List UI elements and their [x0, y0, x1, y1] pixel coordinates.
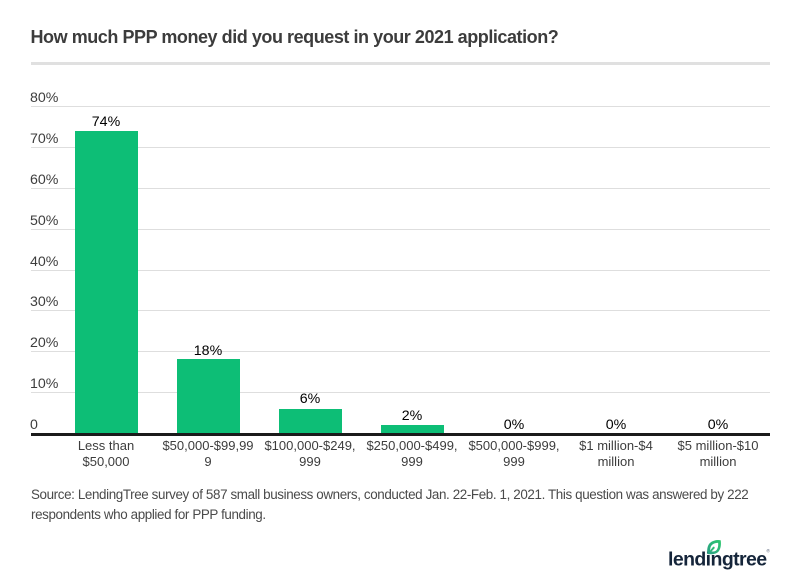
svg-text:®: ® — [767, 548, 771, 554]
svg-text:lendingtree: lendingtree — [668, 548, 767, 570]
